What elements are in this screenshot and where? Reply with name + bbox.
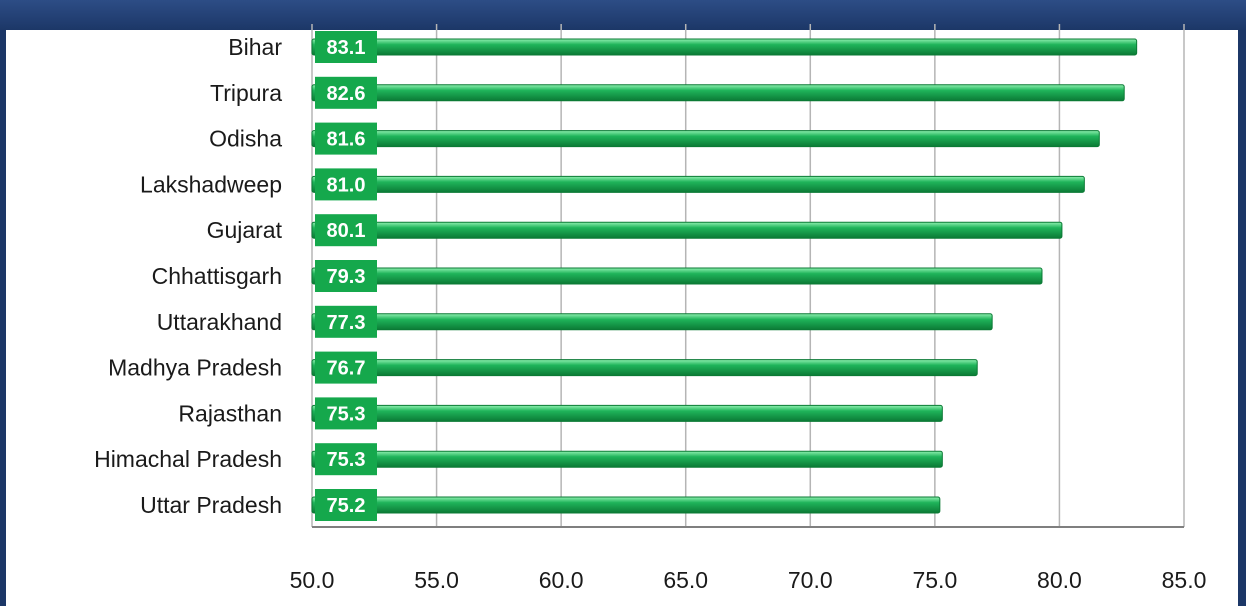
data-label: 75.3 (327, 403, 366, 425)
bar (312, 268, 1042, 284)
bar (312, 39, 1137, 55)
category-label: Madhya Pradesh (108, 355, 282, 381)
category-label: Bihar (228, 34, 282, 60)
bar (312, 497, 940, 513)
bar (312, 405, 942, 421)
bar (312, 360, 977, 376)
category-label: Gujarat (207, 217, 283, 243)
bar (312, 131, 1099, 147)
x-tick-label: 50.0 (290, 567, 335, 593)
category-label: Rajasthan (178, 400, 282, 426)
category-label: Uttarakhand (157, 309, 282, 335)
category-label: Chhattisgarh (152, 263, 282, 289)
category-label: Uttar Pradesh (140, 492, 282, 518)
category-label: Himachal Pradesh (94, 446, 282, 472)
category-labels: Bihar Tripura Odisha Lakshadweep Gujarat Chha… (94, 34, 283, 518)
data-label: 81.0 (327, 174, 366, 196)
data-label: 75.2 (327, 495, 366, 517)
bar (312, 176, 1084, 192)
data-label: 79.3 (327, 266, 366, 288)
bar (312, 314, 992, 330)
data-label: 76.7 (327, 358, 366, 380)
x-tick-label: 70.0 (788, 567, 833, 593)
x-tick-label: 65.0 (663, 567, 708, 593)
bar (312, 451, 942, 467)
bar (312, 85, 1124, 101)
data-label: 77.3 (327, 312, 366, 334)
x-tick-label: 80.0 (1037, 567, 1082, 593)
bars: 83.1 82.6 81.6 81.0 80.1 79.3 77.3 76.7 75.3 75.3… (312, 31, 1137, 521)
data-label: 81.6 (327, 129, 366, 151)
category-label: Lakshadweep (140, 171, 282, 197)
x-tick-label: 85.0 (1162, 567, 1207, 593)
x-tick-label: 60.0 (539, 567, 584, 593)
category-label: Tripura (210, 80, 282, 106)
bar (312, 222, 1062, 238)
data-label: 83.1 (327, 37, 366, 59)
x-tick-label: 55.0 (414, 567, 459, 593)
data-label: 75.3 (327, 449, 366, 471)
category-label: Odisha (209, 126, 282, 152)
data-label: 80.1 (327, 220, 366, 242)
data-label: 82.6 (327, 83, 366, 105)
x-tick-label: 75.0 (912, 567, 957, 593)
x-axis-tick-labels: 50.0 55.0 60.0 65.0 70.0 75.0 80.0 85.0 (290, 567, 1207, 593)
